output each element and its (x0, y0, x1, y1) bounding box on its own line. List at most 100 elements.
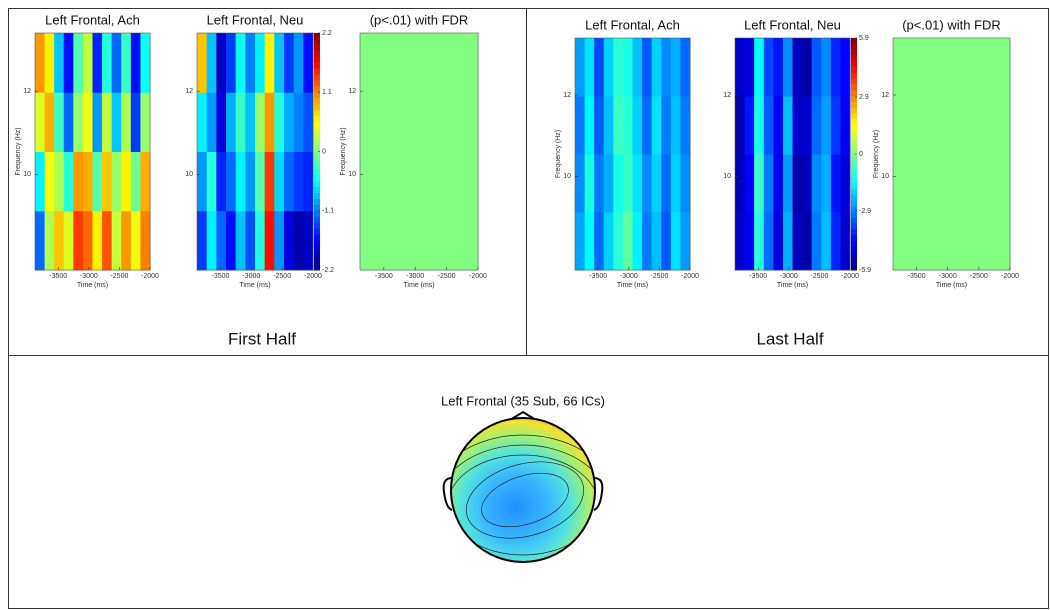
heatmap-cell (35, 151, 46, 212)
colorbar-swatch (314, 98, 320, 105)
heatmap-cell (245, 210, 256, 271)
colorbar-swatch (851, 154, 857, 161)
x-tick-label: -3000 (406, 273, 424, 280)
colorbar-swatch (314, 44, 320, 52)
colorbar-swatch (314, 121, 320, 129)
heatmap-cell (44, 92, 55, 152)
colorbar-swatch (314, 127, 320, 135)
colorbar-swatch (851, 229, 857, 236)
colorbar-label: 2.9 (859, 94, 869, 101)
heatmap-cell (226, 210, 237, 271)
heatmap-cell (226, 151, 237, 212)
heatmap-cell (821, 154, 832, 213)
heatmap-cell (284, 210, 295, 271)
colorbar-swatch (314, 264, 320, 271)
heatmap-cell (73, 92, 84, 152)
y-tick-label: 12 (23, 88, 31, 95)
heatmap-cell (763, 154, 774, 213)
heatmap-cell (622, 96, 633, 155)
heatmap-cell (82, 33, 93, 93)
heatmap-cell (661, 212, 672, 271)
colorbar-label: -5.9 (859, 267, 871, 274)
heatmap-cell (82, 210, 93, 271)
colorbar-swatch (851, 49, 857, 56)
x-axis-label: Time (ms) (777, 282, 808, 289)
x-axis-label: Time (ms) (77, 282, 108, 289)
heatmap-cell (216, 210, 227, 271)
heatmap-cell (584, 38, 595, 97)
heatmap-cell (92, 151, 103, 212)
heatmap-cell (54, 210, 65, 271)
heatmap-cell (632, 154, 643, 213)
heatmap-cell (830, 212, 841, 271)
heatmap-cell (264, 210, 275, 271)
heatmap-cell (111, 151, 122, 212)
heatmap-cell (661, 38, 672, 97)
heatmap-cell (651, 212, 662, 271)
heatmap-cell (744, 212, 755, 271)
heatmap-cell (44, 33, 55, 93)
y-tick-label: 10 (723, 173, 731, 180)
heatmap-cell (197, 33, 208, 93)
heatmap-cell (197, 210, 208, 271)
heatmap-cell (264, 33, 275, 93)
heatmap-cell (594, 96, 605, 155)
heatmap-cell (782, 96, 793, 155)
heatmap-cell (293, 92, 304, 152)
colorbar-swatch (314, 204, 320, 212)
heatmap-cell (226, 33, 237, 93)
heatmap-cell (651, 38, 662, 97)
heatmap-cell (245, 33, 256, 93)
x-tick-label: -3000 (780, 273, 798, 280)
heatmap-cell (661, 154, 672, 213)
chart-title: Left Frontal, Ach (45, 12, 140, 27)
heatmap-cell (594, 212, 605, 271)
heatmap-cell (821, 38, 832, 97)
colorbar-swatch (314, 62, 320, 70)
x-axis-label: Time (ms) (403, 282, 434, 289)
y-tick-label: 10 (348, 171, 356, 178)
heatmap-cell (603, 212, 614, 271)
heatmap-cell (792, 38, 803, 97)
heatmap-cell (44, 151, 55, 212)
colorbar-swatch (851, 246, 857, 254)
heatmap-cell (121, 210, 132, 271)
heatmap-cell (303, 151, 314, 212)
colorbar-swatch (851, 125, 857, 132)
heatmap-cell (197, 92, 208, 152)
heatmap-cell (303, 210, 314, 271)
topoplot (442, 410, 604, 563)
heatmap-cell (303, 33, 314, 93)
heatmap-cell (284, 151, 295, 212)
plot-border (892, 37, 1011, 271)
heatmap-cell (811, 38, 822, 97)
heatmap-cell (821, 96, 832, 155)
y-tick-label: 12 (348, 88, 356, 95)
heatmap-cell (92, 33, 103, 93)
colorbar-swatch (851, 217, 857, 225)
heatmap-cell (35, 92, 46, 152)
heatmap-cell (642, 96, 653, 155)
frame (8, 8, 1049, 609)
colorbar-swatch (314, 56, 320, 64)
colorbar-swatch (314, 234, 320, 241)
heatmap-cell (840, 154, 851, 213)
heatmap-cell (102, 210, 113, 271)
colorbar-swatch (314, 175, 320, 182)
heatmap-cell (111, 92, 122, 152)
y-tick-label: 10 (881, 173, 889, 180)
heatmap-cell (73, 151, 84, 212)
heatmap-cell (54, 151, 65, 212)
colorbar-swatch (851, 165, 857, 172)
heatmap-cell (293, 33, 304, 93)
heatmap-cell (235, 210, 246, 271)
colorbar-swatch (314, 187, 320, 194)
heatmap-cell (632, 212, 643, 271)
heatmap-cell (763, 212, 774, 271)
y-axis-label: Frequency (Hz) (555, 130, 562, 178)
colorbar-swatch (314, 104, 320, 111)
x-tick-label: -2500 (438, 273, 456, 280)
colorbar-swatch (851, 188, 857, 196)
heatmap-cell (575, 96, 586, 155)
